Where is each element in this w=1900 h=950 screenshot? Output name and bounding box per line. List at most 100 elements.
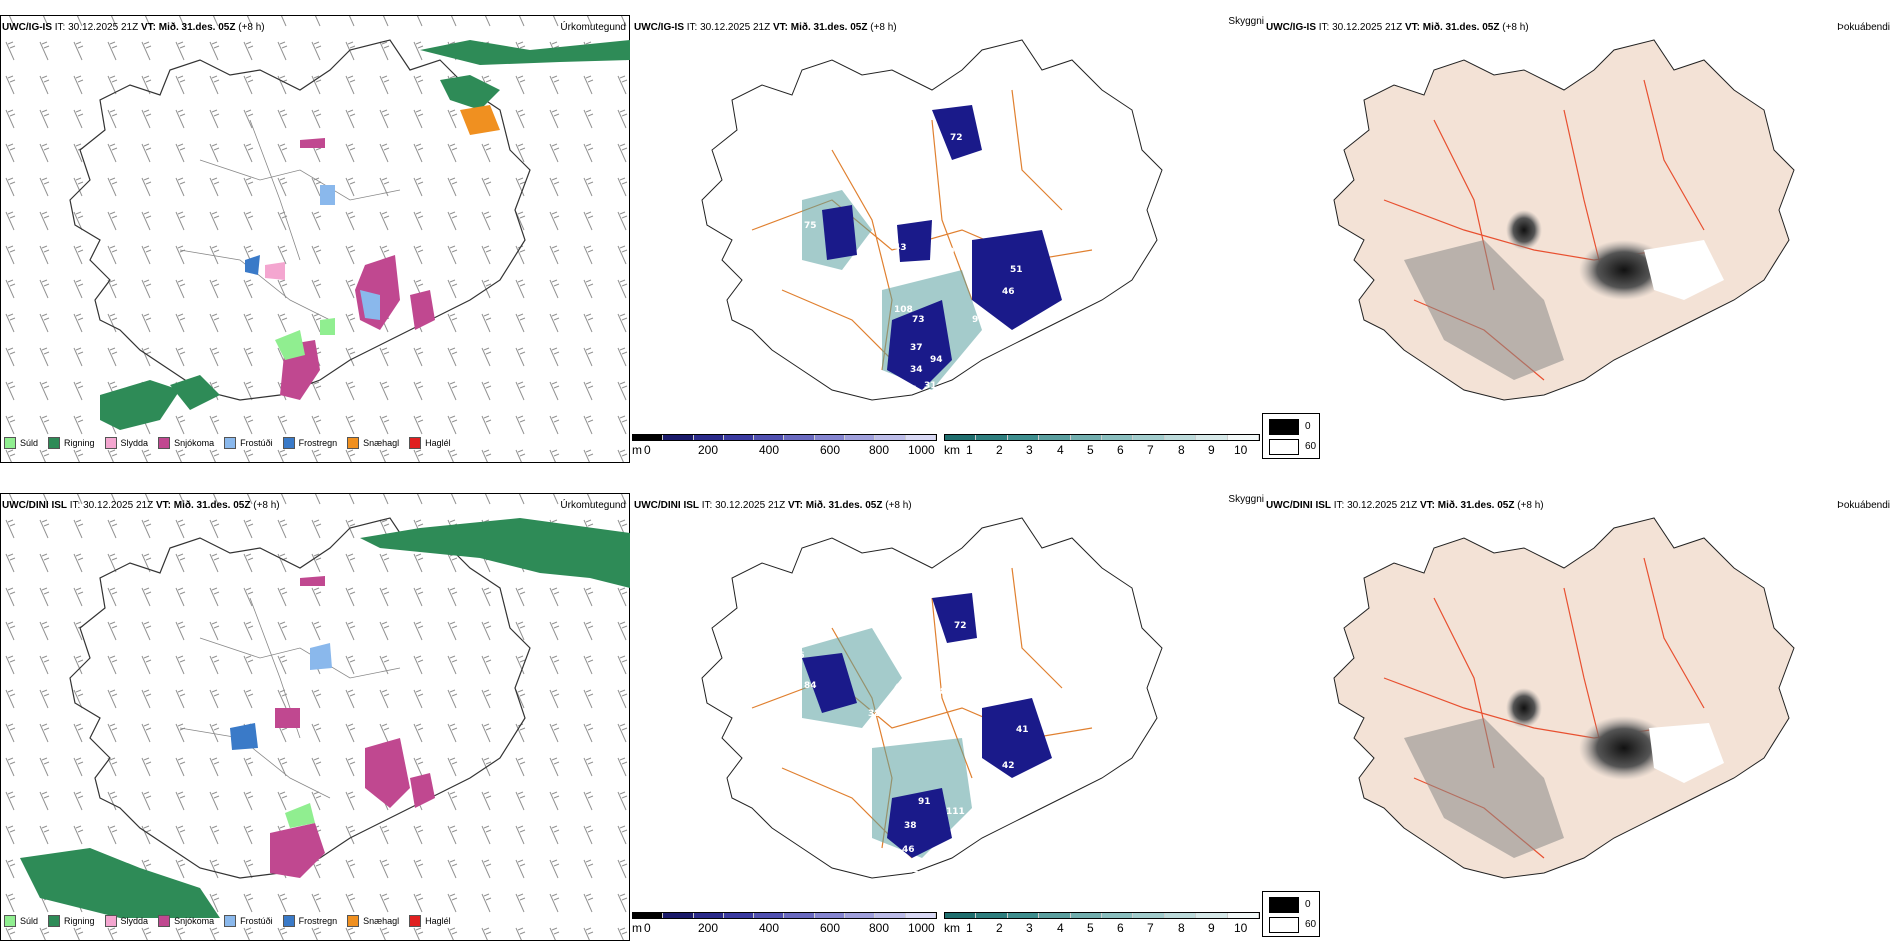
fog-swatch-0	[1269, 419, 1299, 435]
svg-text:43: 43	[700, 241, 713, 251]
legend-item-hagel: Haglél	[409, 437, 451, 449]
visibility-map-top: 72 67 43 75 49 51 94 43 41 64 87 46 60 8…	[700, 39, 1163, 401]
fog-label-0: 0	[1305, 899, 1311, 910]
swatch	[48, 915, 61, 927]
swatch	[409, 437, 422, 449]
fog-label-60: 60	[1305, 919, 1317, 930]
vtick-10: 10	[1234, 921, 1248, 935]
legend-item-snjokoma: Snjókoma	[158, 915, 214, 927]
cloud-base-unit: m	[632, 921, 642, 935]
vtick-5: 5	[1087, 921, 1094, 935]
svg-text:40: 40	[894, 683, 907, 693]
visibility-colorbar: km 1 2 3 4 5 6 7 8 9 10	[944, 912, 1264, 940]
precip-legend: Súld Rigning Slydda Snjókoma Frostúði Fr…	[4, 915, 461, 927]
header-info: UWC/IG-IS IT: 30.12.2025 21Z VT: Mið. 31…	[2, 22, 265, 33]
svg-text:36: 36	[904, 385, 917, 395]
vtick-7: 7	[1147, 443, 1154, 457]
precip-map-bottom	[1, 494, 630, 940]
svg-text:42: 42	[1002, 761, 1015, 771]
cloud-base-colorbar: m 0 200 400 600 800 1000	[632, 434, 942, 462]
swatch	[347, 915, 360, 927]
precip-legend: Súld Rigning Slydda Snjókoma Frostúði Fr…	[4, 437, 461, 449]
svg-text:38: 38	[868, 709, 881, 719]
svg-text:97: 97	[972, 315, 985, 325]
swatch	[158, 915, 171, 927]
legend-item-slydda: Slydda	[104, 915, 148, 927]
vtick-10: 10	[1234, 443, 1248, 457]
vtick-9: 9	[1208, 443, 1215, 457]
tick-400: 400	[759, 443, 780, 457]
svg-text:43: 43	[894, 243, 907, 253]
svg-text:72: 72	[950, 133, 963, 143]
fog-map-top	[1333, 39, 1795, 401]
header-info: UWC/IG-IS IT: 30.12.2025 21Z VT: Mið. 31…	[1266, 22, 1529, 33]
panel-title: Skyggni	[1228, 494, 1264, 505]
tick-1000: 1000	[908, 921, 935, 935]
svg-text:75: 75	[804, 221, 817, 231]
fog-map-bottom	[1333, 517, 1795, 879]
precip-type-panel-bottom: UWC/DINI ISL IT: 30.12.2025 21Z VT: Mið.…	[0, 478, 632, 948]
legend-item-snjokoma: Snjókoma	[158, 437, 214, 449]
fog-legend: 0 60	[1262, 413, 1320, 459]
legend-item-rigning: Rigning	[48, 437, 95, 449]
vtick-1: 1	[966, 443, 973, 457]
swatch	[347, 437, 360, 449]
panel-title: Þokuábendi	[1837, 22, 1890, 33]
visibility-values-bottom: 72 76 84 40 85 38 53 70 41 42 93 82 91 1…	[694, 621, 1075, 875]
vtick-5: 5	[1087, 443, 1094, 457]
vtick-1: 1	[966, 921, 973, 935]
visibility-panel-top: 72 67 43 75 49 51 94 43 41 64 87 46 60 8…	[632, 0, 1264, 470]
svg-text:108: 108	[894, 305, 913, 315]
fog-legend: 0 60	[1262, 891, 1320, 937]
map-frame	[0, 493, 630, 941]
swatch	[48, 437, 61, 449]
svg-text:35: 35	[1062, 813, 1075, 823]
header-info: UWC/DINI ISL IT: 30.12.2025 21Z VT: Mið.…	[2, 500, 280, 511]
tick-800: 800	[869, 921, 890, 935]
vtick-3: 3	[1026, 443, 1033, 457]
svg-text:111: 111	[946, 807, 965, 817]
cloud-base-colorbar: m 0 200 400 600 800 1000	[632, 912, 942, 940]
tick-200: 200	[698, 443, 719, 457]
tick-400: 400	[759, 921, 780, 935]
visibility-panel-bottom: 72 76 84 40 85 38 53 70 41 42 93 82 91 1…	[632, 478, 1264, 948]
cloud-base-bar	[632, 912, 937, 919]
cloud-base-bar	[632, 434, 937, 441]
precip-map-top	[1, 16, 630, 462]
tick-1000: 1000	[908, 443, 935, 457]
tick-0: 0	[644, 443, 651, 457]
svg-text:73: 73	[912, 315, 925, 325]
fog-label-0: 0	[1305, 421, 1311, 432]
visibility-map-bottom: 72 76 84 40 85 38 53 70 41 42 93 82 91 1…	[694, 517, 1163, 879]
svg-text:91: 91	[918, 797, 931, 807]
swatch	[282, 437, 295, 449]
vtick-6: 6	[1117, 443, 1124, 457]
map-frame	[0, 15, 630, 463]
panel-title: Úrkomutegund	[560, 22, 626, 33]
visibility-bar	[944, 912, 1260, 919]
svg-text:31: 31	[924, 381, 937, 391]
svg-text:94: 94	[930, 355, 943, 365]
vtick-3: 3	[1026, 921, 1033, 935]
legend-item-frostregn: Frostregn	[282, 437, 337, 449]
legend-item-rigning: Rigning	[48, 915, 95, 927]
svg-text:41: 41	[1016, 725, 1029, 735]
swatch	[104, 915, 117, 927]
svg-text:67: 67	[954, 185, 967, 195]
legend-item-sudd: Súld	[4, 437, 38, 449]
svg-text:70: 70	[850, 751, 863, 761]
panel-title: Þokuábendi	[1837, 500, 1890, 511]
svg-text:31: 31	[906, 865, 919, 875]
svg-text:45: 45	[694, 721, 707, 731]
svg-text:84: 84	[804, 681, 817, 691]
fog-label-60: 60	[1305, 441, 1317, 452]
svg-text:64: 64	[832, 297, 845, 307]
svg-text:87: 87	[910, 269, 923, 279]
visibility-values-top: 72 67 43 75 49 51 94 43 41 64 87 46 60 8…	[700, 133, 1075, 395]
visibility-unit: km	[944, 443, 960, 457]
vtick-9: 9	[1208, 921, 1215, 935]
vtick-6: 6	[1117, 921, 1124, 935]
swatch	[409, 915, 422, 927]
svg-text:72: 72	[954, 621, 967, 631]
svg-text:82: 82	[806, 823, 819, 833]
